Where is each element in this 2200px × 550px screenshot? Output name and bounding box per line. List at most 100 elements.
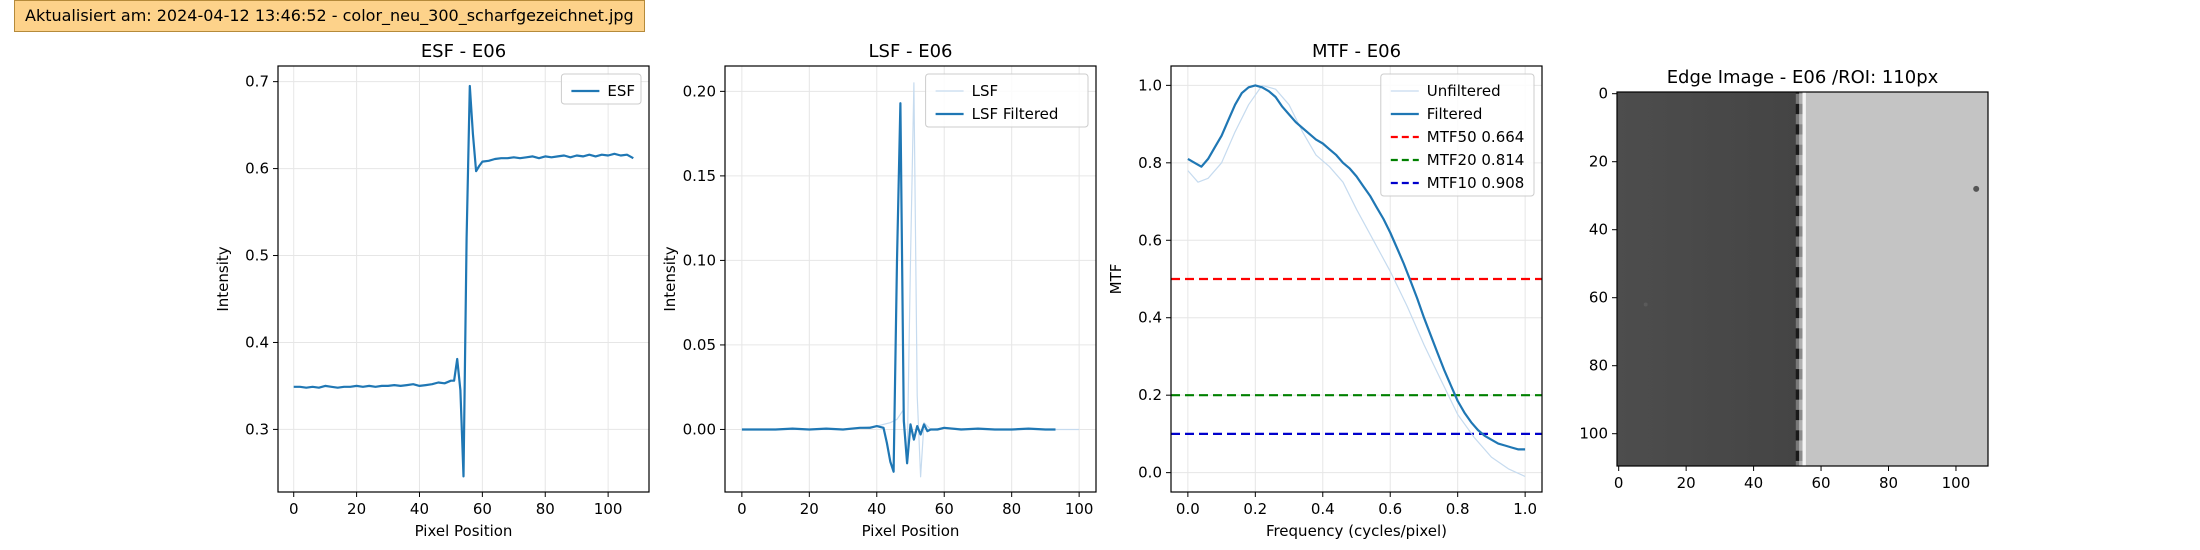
y-tick-label: 60 bbox=[1589, 289, 1608, 307]
plot-series bbox=[293, 84, 634, 478]
y-tick-label: 0.7 bbox=[245, 73, 269, 91]
edge-texture bbox=[1795, 114, 1803, 125]
edge-texture bbox=[1795, 236, 1803, 247]
edge-texture bbox=[1795, 175, 1803, 186]
speck bbox=[1973, 185, 1980, 192]
edge-texture bbox=[1795, 256, 1803, 268]
x-tick-label: 80 bbox=[1002, 500, 1021, 518]
y-tick-label: 0.4 bbox=[1138, 309, 1162, 327]
light-region bbox=[1802, 92, 1988, 466]
y-tick-label: 0.10 bbox=[683, 251, 716, 269]
edge-texture bbox=[1795, 277, 1803, 288]
mtf-chart: 0.0 0.2 0.4 0.6 0.8 1.0 0.0 0.2 0.4 0.6 0.8 1.0 MTF … bbox=[1107, 41, 1543, 540]
edge-image-chart: 0 20 40 60 80 100 0 20 40 60 80 100 Edge Image - E06… bbox=[1579, 67, 1989, 492]
x-tick-label: 0.6 bbox=[1378, 500, 1402, 518]
x-tick-label: 100 bbox=[594, 500, 623, 518]
edge-image bbox=[1617, 92, 1988, 466]
series-line bbox=[1187, 84, 1526, 478]
y-tick-label: 0.15 bbox=[683, 167, 716, 185]
axes-frame bbox=[1616, 91, 1989, 467]
edge-bright-stripe bbox=[1802, 92, 1806, 466]
y-tick-label: 0.4 bbox=[245, 333, 269, 351]
chart-title: LSF - E06 bbox=[868, 41, 952, 62]
x-tick-label: 60 bbox=[473, 500, 492, 518]
x-tick-label: 80 bbox=[1879, 474, 1898, 492]
legend-box bbox=[1380, 73, 1535, 197]
esf-chart: 0 20 40 60 80 100 0.3 0.4 0.5 0.6 0.7 ESF - E06 Pixe… bbox=[214, 41, 650, 540]
x-axis-label: Pixel Position bbox=[862, 522, 960, 540]
y-tick-label: 20 bbox=[1589, 153, 1608, 171]
chart-title: MTF - E06 bbox=[1312, 41, 1401, 62]
x-tick-label: 0 bbox=[737, 500, 747, 518]
axes-frame bbox=[277, 65, 650, 493]
edge-texture bbox=[1795, 399, 1803, 410]
legend-label: ESF bbox=[607, 82, 635, 100]
edge-texture bbox=[1795, 460, 1803, 466]
legend-box bbox=[925, 73, 1089, 128]
legend-label: MTF50 0.664 bbox=[1427, 128, 1525, 146]
legend-label: LSF Filtered bbox=[972, 105, 1059, 123]
y-tick-label: 100 bbox=[1579, 425, 1608, 443]
legend-label: MTF20 0.814 bbox=[1427, 151, 1525, 169]
x-tick-label: 0.8 bbox=[1446, 500, 1470, 518]
y-tick-label: 0.6 bbox=[245, 160, 269, 178]
x-axis-label: Pixel Position bbox=[415, 522, 513, 540]
y-axis-label: Intensity bbox=[661, 246, 679, 311]
y-tick-label: 0.05 bbox=[683, 336, 716, 354]
y-tick-label: 0.00 bbox=[683, 420, 716, 438]
edge-texture bbox=[1795, 318, 1803, 329]
plot-series bbox=[1171, 84, 1542, 478]
x-tick-label: 1.0 bbox=[1513, 500, 1537, 518]
x-tick-label: 60 bbox=[1812, 474, 1831, 492]
y-tick-label: 0 bbox=[1598, 85, 1608, 103]
legend-box bbox=[560, 73, 642, 105]
x-tick-label: 100 bbox=[1942, 474, 1971, 492]
plot-series bbox=[741, 82, 1080, 478]
edge-texture bbox=[1795, 195, 1803, 206]
x-tick-label: 0 bbox=[1614, 474, 1624, 492]
edge-texture bbox=[1795, 93, 1803, 104]
x-tick-label: 0.0 bbox=[1176, 500, 1200, 518]
x-tick-label: 0.2 bbox=[1243, 500, 1267, 518]
x-tick-label: 20 bbox=[1677, 474, 1696, 492]
edge-texture bbox=[1795, 338, 1803, 349]
legend-label: LSF bbox=[972, 82, 999, 100]
y-tick-label: 0.3 bbox=[245, 420, 269, 438]
y-tick-label: 0.2 bbox=[1138, 386, 1162, 404]
series-line bbox=[293, 84, 634, 478]
y-axis-label: Intensity bbox=[214, 246, 232, 311]
x-tick-label: 0.4 bbox=[1311, 500, 1335, 518]
edge-texture bbox=[1795, 154, 1803, 166]
legend-label: Unfiltered bbox=[1427, 82, 1501, 100]
series-line bbox=[741, 102, 1056, 473]
legend: Unfiltered Filtered MTF50 0.664 MTF20 0.814… bbox=[1380, 73, 1535, 197]
axes-frame bbox=[1170, 65, 1543, 493]
x-tick-label: 60 bbox=[935, 500, 954, 518]
x-tick-label: 20 bbox=[800, 500, 819, 518]
y-tick-label: 0.6 bbox=[1138, 231, 1162, 249]
x-tick-label: 40 bbox=[1744, 474, 1763, 492]
legend-label: MTF10 0.908 bbox=[1427, 174, 1525, 192]
y-tick-label: 0.20 bbox=[683, 82, 716, 100]
legend-label: Filtered bbox=[1427, 105, 1483, 123]
axes-frame bbox=[724, 65, 1097, 493]
chart-title: ESF - E06 bbox=[421, 41, 506, 62]
x-tick-label: 40 bbox=[867, 500, 886, 518]
y-tick-label: 0.8 bbox=[1138, 154, 1162, 172]
x-axis-label: Frequency (cycles/pixel) bbox=[1266, 522, 1447, 540]
edge-texture bbox=[1795, 216, 1803, 227]
y-tick-label: 40 bbox=[1589, 221, 1608, 239]
chart-title: Edge Image - E06 /ROI: 110px bbox=[1667, 67, 1939, 88]
edge-texture bbox=[1795, 297, 1803, 308]
y-tick-label: 0.0 bbox=[1138, 464, 1162, 482]
y-tick-label: 0.5 bbox=[245, 247, 269, 265]
lsf-chart: 0 20 40 60 80 100 0.00 0.05 0.10 0.15 0.20 LSF - E0… bbox=[661, 41, 1097, 540]
x-tick-label: 100 bbox=[1065, 500, 1094, 518]
x-tick-label: 80 bbox=[536, 500, 555, 518]
legend: LSF LSF Filtered bbox=[925, 73, 1089, 128]
edge-texture bbox=[1795, 358, 1803, 370]
series-line bbox=[1187, 84, 1526, 451]
speck bbox=[1643, 302, 1648, 307]
edge-texture bbox=[1795, 420, 1803, 431]
